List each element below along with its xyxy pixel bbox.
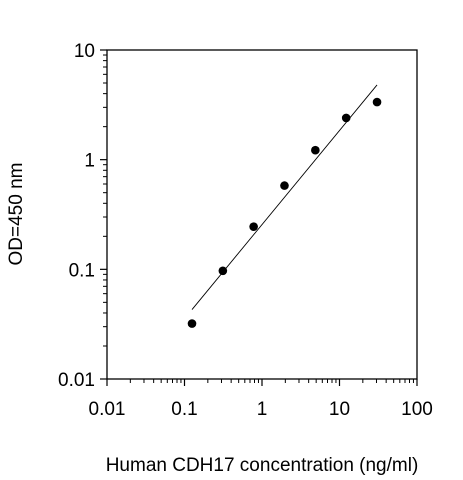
y-tick-label: 0.1: [69, 260, 95, 281]
data-point: [280, 181, 289, 190]
y-tick-label: 0.01: [58, 370, 95, 391]
data-points: [187, 97, 382, 328]
x-tick-label: 1: [257, 399, 268, 420]
plot-frame: [106, 49, 418, 380]
data-point: [187, 319, 197, 328]
y-tick-label: 1: [84, 151, 95, 172]
y-axis-label: OD=450 nm: [6, 163, 27, 266]
data-point: [311, 145, 320, 155]
x-tick-label: 100: [401, 399, 433, 420]
y-tick-label: 10: [74, 41, 95, 62]
x-tick-label: 0.01: [89, 399, 126, 420]
x-tick-label: 0.1: [171, 399, 197, 420]
plot-area: [106, 49, 418, 380]
data-point: [341, 113, 351, 123]
x-axis-ticks: 0.01 0.1 1 10 100: [89, 379, 433, 420]
data-point: [372, 97, 382, 107]
y-axis-ticks: 0.01 0.1 1 10: [58, 41, 107, 391]
data-point: [218, 266, 228, 276]
data-point: [249, 222, 258, 231]
x-tick-label: 10: [329, 399, 350, 420]
x-axis-label: Human CDH17 concentration (ng/ml): [106, 455, 419, 476]
